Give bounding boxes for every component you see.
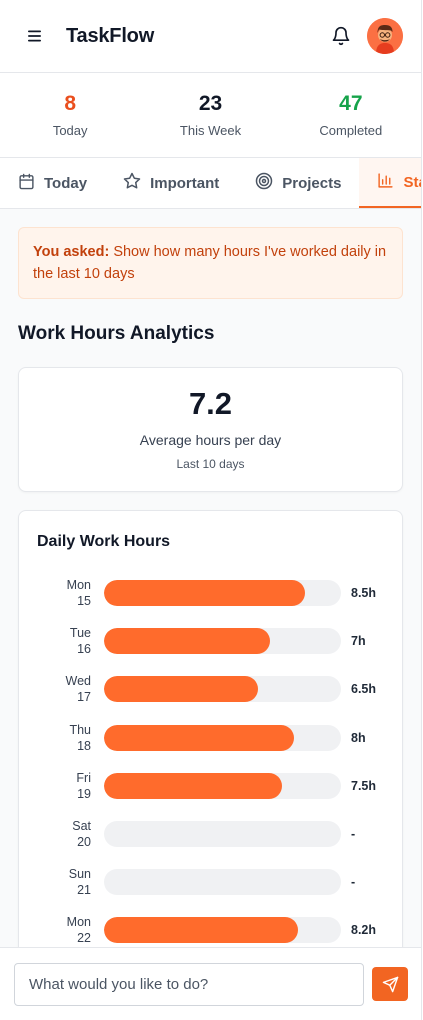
bar-value-label: 8.5h [351, 586, 377, 601]
bar-track [104, 724, 341, 751]
day-name: Mon [66, 915, 91, 930]
bar-row: Sat 20 - [37, 810, 384, 858]
bar-row: Sun 21 - [37, 858, 384, 906]
command-bar [0, 947, 421, 1020]
bar-fill [104, 676, 259, 703]
bar-track [104, 821, 341, 848]
bar-fill [104, 580, 306, 607]
bar-value-label: - [351, 875, 356, 890]
main-content: You asked: Show how many hours I've work… [0, 209, 421, 947]
stat-label: This Week [179, 122, 242, 138]
stat-value: 23 [198, 91, 223, 115]
day-label: Tue 16 [37, 625, 91, 657]
average-label: Average hours per day [139, 432, 282, 448]
bar-value-label: 7.5h [351, 778, 377, 793]
tab-stats[interactable]: Stats [359, 158, 421, 208]
bar-fill [104, 917, 299, 944]
bar-track [104, 869, 341, 896]
day-name: Sun [68, 867, 91, 882]
bar-chart-icon [377, 172, 394, 193]
bar-fill [104, 724, 294, 751]
day-label: Thu 18 [37, 722, 91, 754]
day-date: 15 [77, 594, 91, 609]
bar-value-label: 8.2h [351, 923, 377, 938]
day-date: 21 [77, 883, 91, 898]
day-label: Sat 20 [37, 818, 91, 850]
day-date: 22 [77, 931, 91, 946]
bar-value-label: - [351, 827, 356, 842]
bar-value-label: 7h [351, 634, 366, 649]
tab-label: Projects [282, 174, 342, 192]
target-icon [255, 172, 273, 194]
day-date: 19 [77, 786, 91, 801]
day-label: Wed 17 [37, 673, 91, 705]
day-name: Thu [69, 722, 91, 737]
daily-hours-chart: Daily Work Hours Mon 15 8.5h Tue 16 7h Wed 17 6.… [18, 510, 403, 947]
day-name: Tue [69, 626, 91, 641]
tab-important[interactable]: Important [105, 158, 237, 208]
query-banner: You asked: Show how many hours I've work… [18, 227, 403, 299]
bar-track [104, 917, 341, 944]
bell-icon[interactable] [329, 24, 353, 48]
bar-row: Wed 17 6.5h [37, 665, 384, 713]
send-icon [382, 976, 399, 993]
day-date: 17 [77, 690, 91, 705]
stat-label: Today [52, 122, 88, 138]
day-name: Fri [76, 770, 91, 785]
star-icon [123, 172, 141, 194]
stat-this-week[interactable]: 23 This Week [140, 73, 280, 157]
app-title: TaskFlow [66, 24, 155, 47]
bar-row: Tue 16 7h [37, 617, 384, 665]
day-label: Mon 15 [37, 577, 91, 609]
bar-track [104, 628, 341, 655]
average-value: 7.2 [188, 386, 233, 421]
day-label: Mon 22 [37, 914, 91, 946]
query-prefix: You asked: [33, 244, 110, 260]
query-text: Show how many hours I've worked daily in… [33, 244, 387, 282]
bar-fill [104, 628, 270, 655]
day-date: 18 [77, 738, 91, 753]
chart-title: Daily Work Hours [37, 533, 171, 550]
stats-row: 8 Today 23 This Week 47 Completed [0, 73, 421, 158]
bar-track [104, 772, 341, 799]
app-header: TaskFlow [0, 0, 421, 73]
stat-value: 47 [339, 91, 363, 115]
tab-label: Stats [403, 173, 421, 191]
day-date: 16 [77, 642, 91, 657]
send-button[interactable] [372, 967, 408, 1001]
bar-value-label: 6.5h [351, 682, 377, 697]
calendar-icon [18, 173, 35, 194]
bar-fill [104, 772, 282, 799]
day-name: Mon [66, 578, 91, 593]
bar-row: Mon 22 8.2h [37, 906, 384, 947]
section-title: Work Hours Analytics [18, 323, 215, 344]
day-date: 20 [77, 835, 91, 850]
bar-row: Fri 19 7.5h [37, 762, 384, 810]
stat-label: Completed [319, 122, 383, 138]
bar-track [104, 676, 341, 703]
tab-label: Today [44, 174, 88, 192]
user-avatar[interactable] [367, 18, 403, 54]
bar-list: Mon 15 8.5h Tue 16 7h Wed 17 6.5h Thu 18 8h Fri 19 7.5… [37, 569, 384, 947]
tab-projects[interactable]: Projects [237, 158, 359, 208]
stat-completed[interactable]: 47 Completed [281, 73, 421, 157]
average-sub: Last 10 days [176, 457, 245, 471]
bar-row: Mon 15 8.5h [37, 569, 384, 617]
hamburger-menu-icon[interactable] [24, 25, 46, 47]
day-label: Sun 21 [37, 866, 91, 898]
day-name: Sat [72, 819, 91, 834]
day-label: Fri 19 [37, 770, 91, 802]
average-card: 7.2 Average hours per day Last 10 days [18, 367, 403, 492]
stat-today[interactable]: 8 Today [0, 73, 140, 157]
bar-row: Thu 18 8h [37, 714, 384, 762]
bar-value-label: 8h [351, 730, 366, 745]
stat-value: 8 [64, 91, 76, 115]
bar-track [104, 580, 341, 607]
tab-bar: Today Important Projects Stats [0, 158, 421, 209]
tab-today[interactable]: Today [0, 158, 105, 208]
day-name: Wed [65, 674, 91, 689]
command-input[interactable] [14, 962, 364, 1006]
tab-label: Important [150, 174, 220, 192]
